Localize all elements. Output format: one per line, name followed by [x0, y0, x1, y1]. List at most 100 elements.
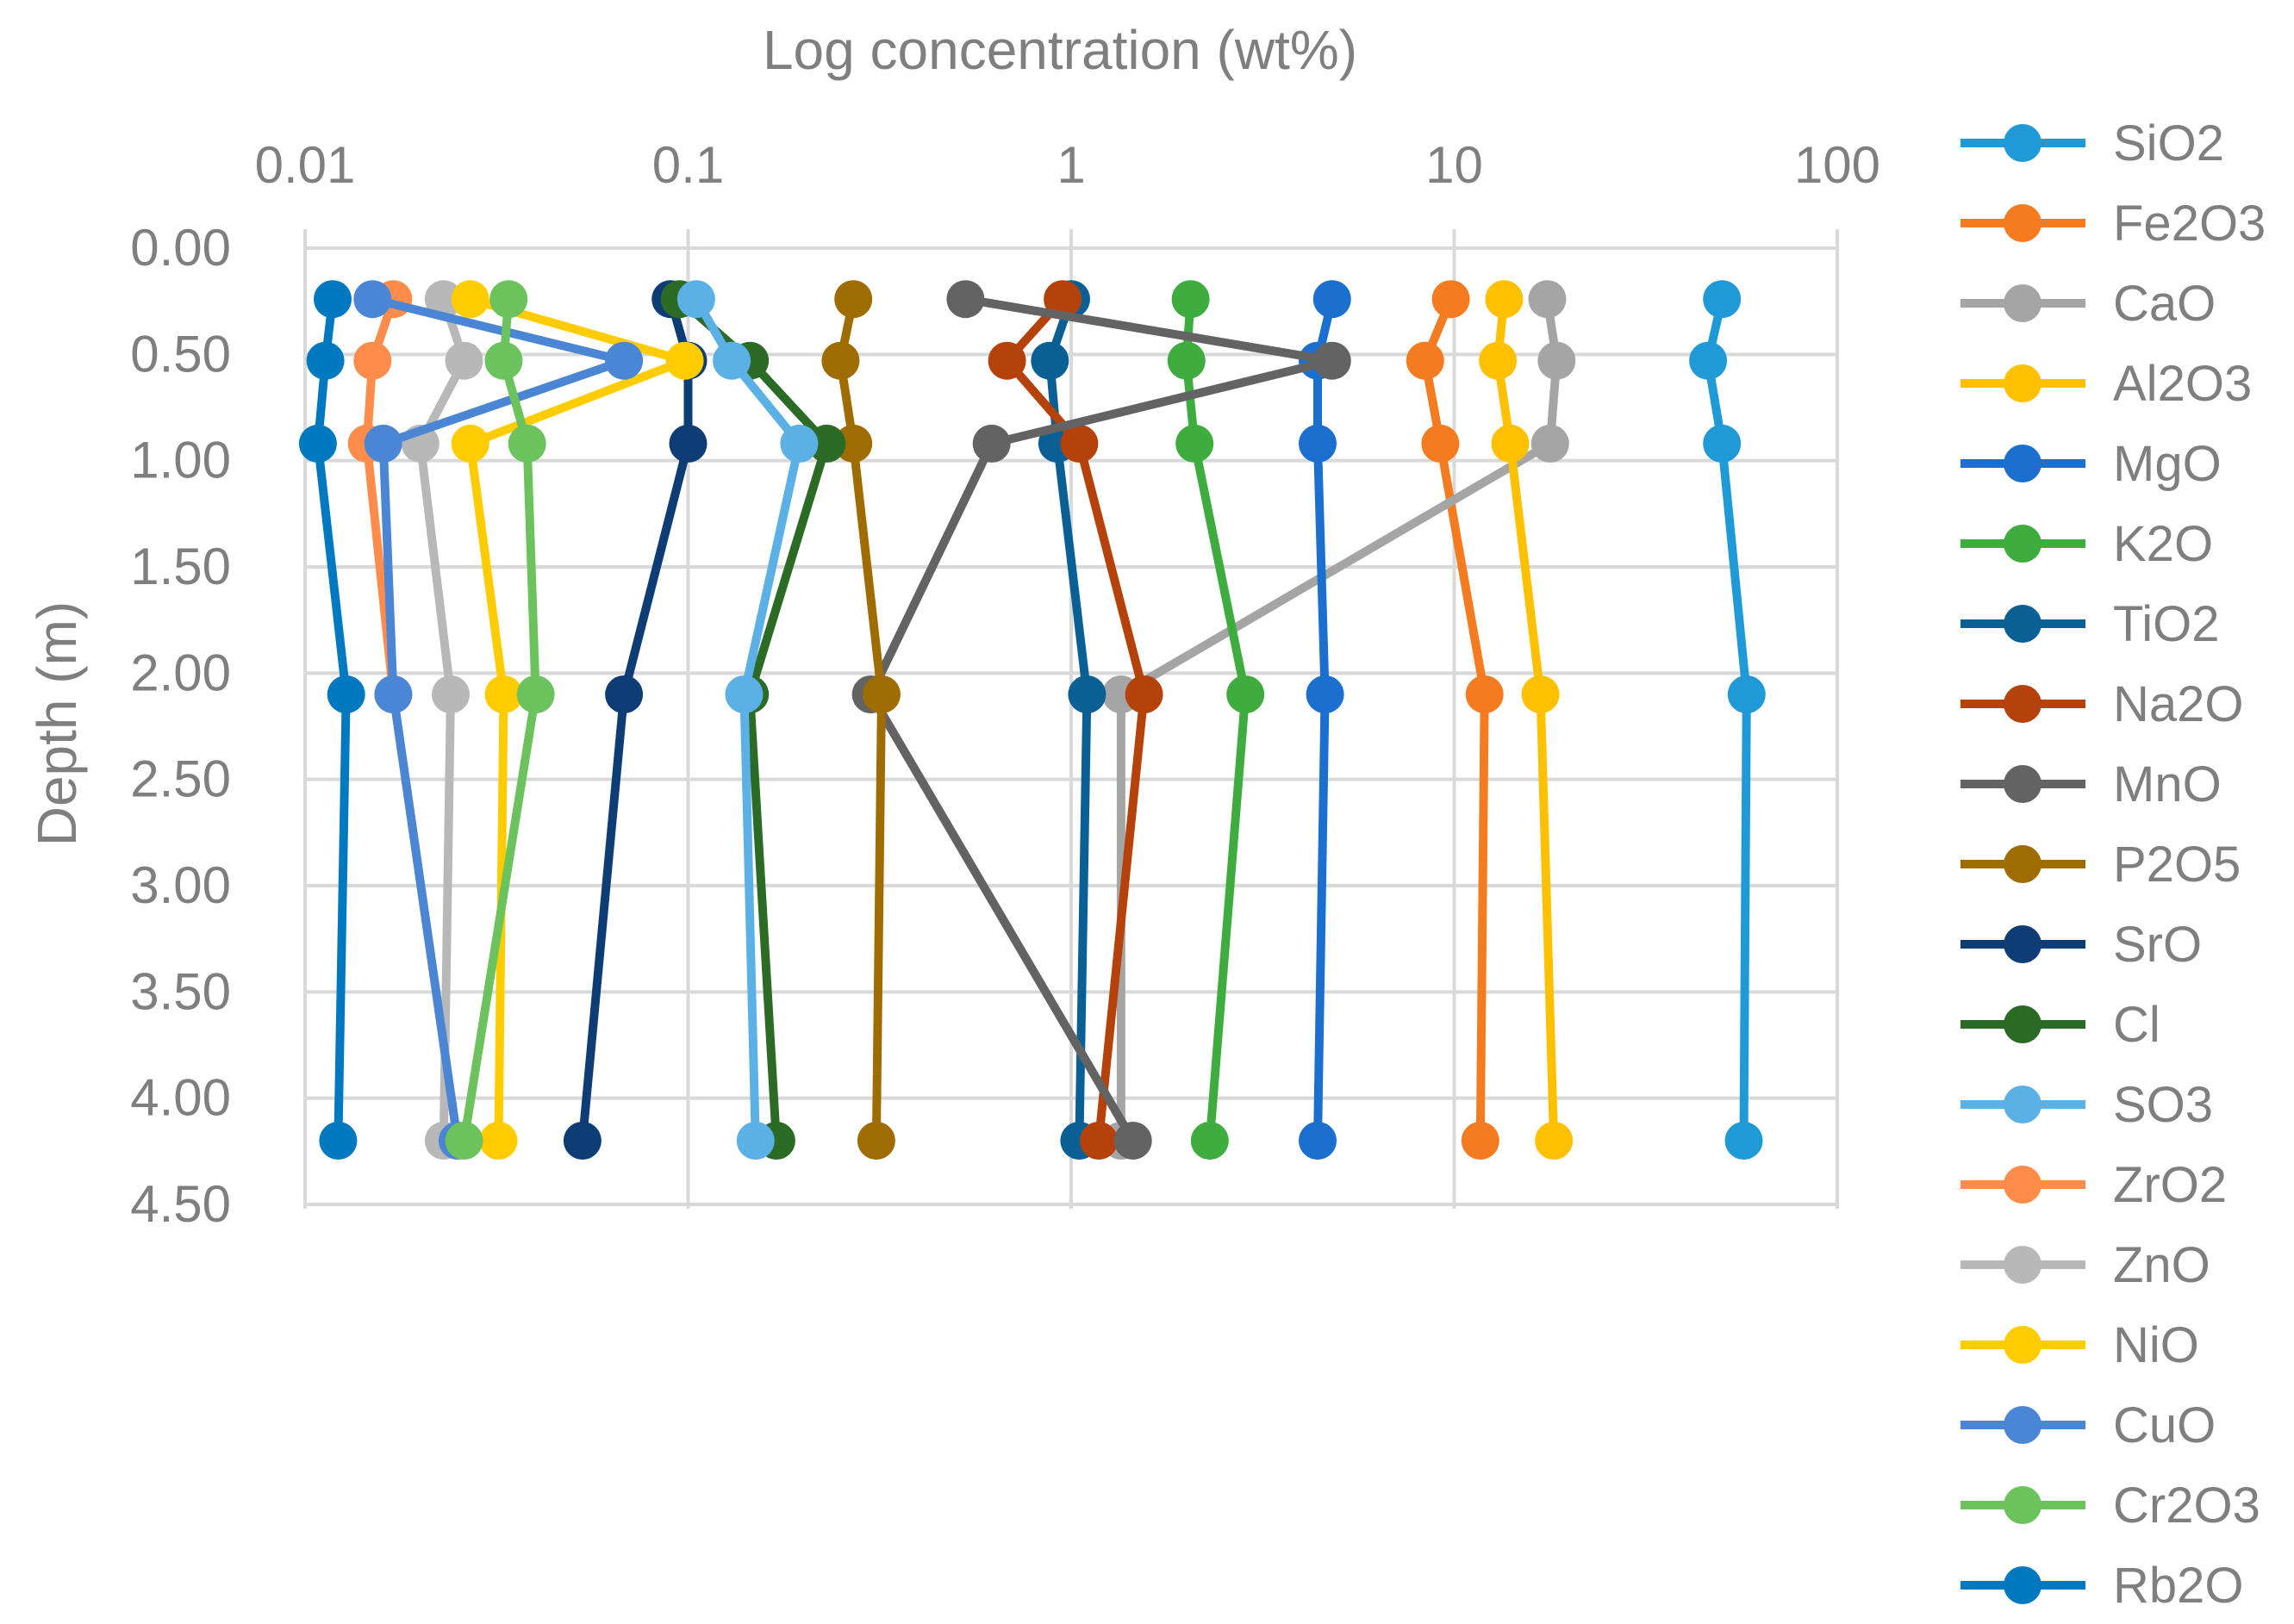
- data-point: [1125, 675, 1163, 713]
- y-tick-label: 0.50: [130, 325, 231, 383]
- legend-label: K2O: [2113, 516, 2213, 572]
- y-tick-label: 3.00: [130, 856, 231, 914]
- series-zno: [401, 280, 483, 1160]
- legend-label: Na2O: [2113, 676, 2244, 732]
- legend-item-fe2o3: Fe2O3: [1960, 196, 2266, 252]
- data-point: [508, 424, 546, 463]
- legend-item-sro: SrO: [1960, 917, 2202, 973]
- data-point: [1299, 424, 1337, 463]
- legend-marker: [2004, 925, 2042, 963]
- data-point: [1528, 280, 1567, 319]
- data-point: [1044, 280, 1082, 319]
- data-point: [1306, 675, 1344, 713]
- data-point: [432, 675, 470, 713]
- legend-marker: [2004, 204, 2042, 242]
- data-point: [1724, 1122, 1763, 1160]
- legend-label: Cr2O3: [2113, 1478, 2260, 1534]
- data-point: [327, 675, 365, 713]
- series-layer: [298, 280, 1766, 1160]
- legend-label: SrO: [2113, 917, 2202, 973]
- series-mno: [851, 280, 1351, 1160]
- legend-item-cuo: CuO: [1960, 1397, 2216, 1453]
- data-point: [1461, 1122, 1499, 1160]
- data-point: [374, 675, 413, 713]
- series-p2o5: [821, 280, 901, 1160]
- data-point: [1031, 341, 1069, 380]
- data-point: [451, 424, 489, 463]
- data-point: [364, 424, 402, 463]
- series-al2o3: [1479, 280, 1574, 1160]
- data-point: [1080, 1122, 1118, 1160]
- data-point: [314, 280, 352, 319]
- data-point: [1190, 1122, 1229, 1160]
- legend-marker: [2004, 1166, 2042, 1204]
- data-point: [298, 424, 337, 463]
- legend-item-p2o5: P2O5: [1960, 837, 2241, 893]
- data-point: [1491, 424, 1530, 463]
- legend-item-zno: ZnO: [1960, 1237, 2210, 1293]
- data-point: [445, 1122, 483, 1160]
- series-line-p2o5: [836, 295, 886, 1145]
- y-tick-label: 2.50: [130, 750, 231, 808]
- legend-item-zro2: ZrO2: [1960, 1157, 2227, 1213]
- data-point: [1530, 424, 1569, 463]
- data-point: [489, 280, 528, 319]
- x-tick-label: 0.01: [255, 136, 356, 194]
- data-point: [319, 1122, 358, 1160]
- y-tick-label: 4.50: [130, 1175, 231, 1233]
- legend-marker: [2004, 124, 2042, 162]
- data-point: [1175, 424, 1214, 463]
- data-point: [1312, 341, 1351, 380]
- data-point: [1689, 341, 1728, 380]
- legend-label: SO3: [2113, 1077, 2213, 1133]
- legend-marker: [2004, 1326, 2042, 1364]
- data-point: [665, 341, 704, 380]
- legend-item-rb2o: Rb2O: [1960, 1558, 2244, 1614]
- data-point: [1479, 341, 1518, 380]
- legend-marker: [2004, 364, 2042, 402]
- data-point: [1226, 675, 1265, 713]
- data-point: [713, 341, 751, 380]
- data-point: [863, 675, 901, 713]
- legend-item-al2o3: Al2O3: [1960, 356, 2252, 412]
- legend-marker: [2004, 685, 2042, 723]
- legend-label: P2O5: [2113, 837, 2241, 893]
- legend-label: CuO: [2113, 1397, 2216, 1453]
- legend-item-tio2: TiO2: [1960, 596, 2220, 652]
- legend-marker: [2004, 1005, 2042, 1043]
- series-na2o: [988, 280, 1163, 1160]
- legend-marker: [2004, 1246, 2042, 1284]
- data-point: [563, 1122, 602, 1160]
- data-point: [484, 675, 523, 713]
- series-rb2o: [298, 280, 365, 1160]
- y-tick-label: 3.50: [130, 962, 231, 1020]
- legend-item-cl: Cl: [1960, 997, 2160, 1053]
- data-point: [605, 675, 644, 713]
- data-point: [1299, 1122, 1337, 1160]
- legend-label: NiO: [2113, 1317, 2199, 1373]
- series-line-cao: [1116, 295, 1562, 1145]
- data-point: [1113, 1122, 1152, 1160]
- y-tick-label: 2.00: [130, 644, 231, 701]
- legend: SiO2 Fe2O3 CaO Al2O3 MgO K2O TiO2 Na2O MnO P2O5 Sr…: [1960, 115, 2266, 1614]
- axes: 0.00 0.50 1.00 1.50 2.00 2.50 3.00 3.50 4.00 4.50…: [130, 136, 1880, 1233]
- data-point: [1521, 675, 1560, 713]
- y-tick-label: 4.00: [130, 1069, 231, 1127]
- legend-marker: [2004, 1486, 2042, 1524]
- x-axis-title: Log concentration (wt%): [763, 19, 1357, 81]
- legend-item-sio2: SiO2: [1960, 115, 2224, 171]
- x-tick-label: 1: [1057, 136, 1085, 194]
- legend-label: Al2O3: [2113, 356, 2252, 412]
- legend-label: ZrO2: [2113, 1157, 2227, 1213]
- series-line-so3: [691, 295, 804, 1145]
- data-point: [605, 341, 644, 380]
- legend-marker: [2004, 1086, 2042, 1123]
- data-point: [1406, 341, 1444, 380]
- data-point: [445, 341, 483, 380]
- legend-marker: [2004, 845, 2042, 883]
- y-axis-title: Depth (m): [26, 601, 88, 847]
- data-point: [669, 424, 708, 463]
- series-k2o: [1167, 280, 1265, 1160]
- legend-label: Rb2O: [2113, 1558, 2244, 1614]
